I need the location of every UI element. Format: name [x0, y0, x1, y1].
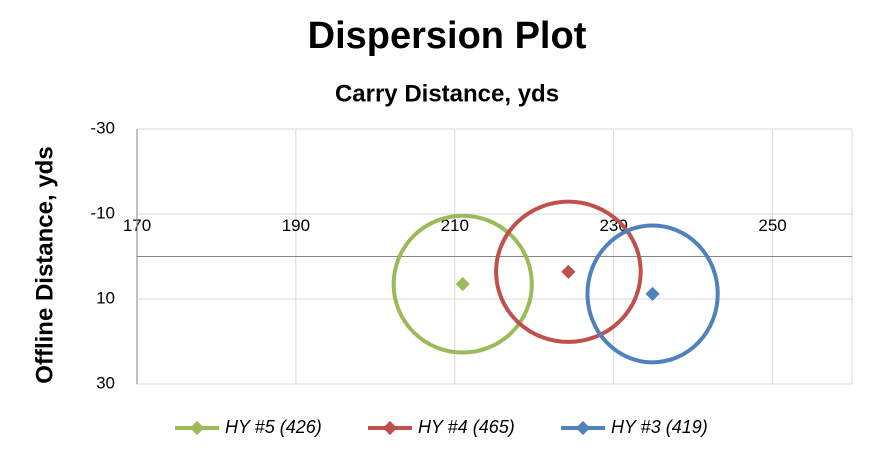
y-axis-label: Offline Distance, yds	[31, 146, 58, 383]
legend-label: HY #3 (419)	[611, 417, 708, 437]
chart-title: Dispersion Plot	[308, 15, 587, 57]
legend-marker	[382, 420, 398, 436]
legend-marker	[189, 420, 205, 436]
point	[455, 277, 470, 292]
y-tick-label: -30	[90, 118, 115, 137]
dispersion-circle	[391, 213, 534, 355]
legend-label: HY #4 (465)	[418, 417, 515, 437]
legend-marker	[575, 420, 591, 436]
y-tick-label: 30	[96, 373, 115, 392]
x-tick-label: 190	[282, 216, 310, 235]
point	[561, 264, 576, 279]
chart-subtitle: Carry Distance, yds	[335, 80, 559, 107]
x-tick-label: 250	[758, 216, 786, 235]
y-tick-label: 10	[96, 288, 115, 307]
y-tick-label: -10	[90, 203, 115, 222]
point	[645, 286, 660, 301]
dispersion-circle	[494, 199, 643, 344]
legend-label: HY #5 (426)	[225, 417, 322, 437]
dispersion-circle	[585, 223, 720, 365]
x-tick-label: 210	[441, 216, 469, 235]
